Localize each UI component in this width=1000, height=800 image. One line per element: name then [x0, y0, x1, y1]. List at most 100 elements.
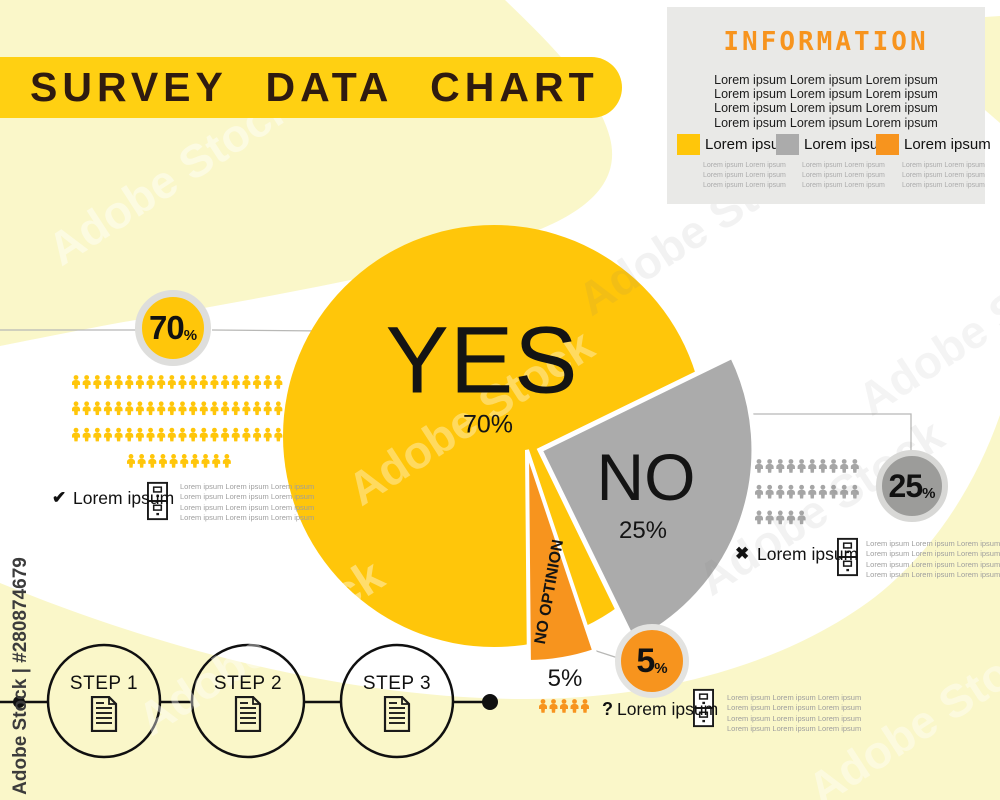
person-icon — [755, 510, 763, 525]
person-icon — [93, 375, 102, 389]
no-annotation-label: Lorem ipsum — [757, 544, 859, 564]
person-icon — [199, 427, 208, 442]
person-icon — [755, 459, 763, 473]
cross-icon: ✖ — [735, 544, 750, 563]
legend-sub-text: Lorem ipsum Lorem ipsum Lorem ipsum Lore… — [703, 161, 786, 190]
person-icon — [221, 375, 230, 389]
person-icon — [82, 427, 91, 442]
person-icon — [190, 454, 199, 468]
person-icon — [840, 459, 849, 473]
person-icon — [231, 427, 240, 442]
legend-item-yes: Lorem ipsum Lorem ipsum Lorem ipsum Lore… — [677, 134, 792, 190]
person-icon — [212, 454, 221, 468]
person-icon — [114, 401, 123, 416]
person-icon — [776, 484, 785, 499]
person-icon — [829, 484, 838, 499]
person-icon — [125, 427, 134, 442]
legend-sub-line: Lorem ipsum Lorem ipsum — [703, 171, 786, 179]
badge-number: 5 — [636, 641, 655, 680]
person-icon — [222, 454, 231, 468]
badge-percent-sign: % — [183, 326, 198, 344]
yes-annotation-label: Lorem ipsum — [73, 488, 175, 508]
pie-chart — [283, 225, 757, 665]
steps-end-dot — [482, 694, 498, 710]
person-icon — [72, 401, 80, 416]
information-body-line: Lorem ipsum Lorem ipsum Lorem ipsum — [714, 115, 938, 130]
person-icon — [146, 427, 155, 442]
person-icon — [797, 459, 806, 473]
person-icon — [818, 484, 827, 499]
legend-sub-text: Lorem ipsum Lorem ipsum Lorem ipsum Lore… — [902, 161, 985, 190]
person-icon — [189, 401, 198, 416]
note-line: Lorem ipsum Lorem ipsum Lorem ipsum — [866, 539, 1000, 548]
person-icon — [137, 454, 146, 468]
person-icon — [103, 427, 112, 442]
legend-item-no-opinion: Lorem ipsum Lorem ipsum Lorem ipsum Lore… — [876, 134, 991, 190]
person-icon — [797, 484, 806, 499]
connector-no — [748, 413, 912, 451]
note-line: Lorem ipsum Lorem ipsum Lorem ipsum — [866, 549, 1000, 559]
pie-pct-yes: 70% — [462, 410, 514, 439]
person-icon — [808, 459, 817, 473]
person-icon — [93, 427, 102, 442]
note-line: Lorem ipsum Lorem ipsum Lorem ipsum — [180, 492, 315, 502]
person-icon — [242, 375, 251, 389]
person-icon — [210, 401, 219, 416]
person-icon — [114, 427, 123, 442]
person-icon — [180, 454, 189, 468]
person-icon — [242, 427, 251, 442]
person-icon — [135, 401, 144, 416]
person-icon — [199, 401, 208, 416]
badge-percent-sign: % — [922, 484, 936, 502]
legend-sub-line: Lorem ipsum Lorem ipsum — [902, 162, 985, 169]
person-icon — [148, 454, 157, 468]
person-icon — [231, 375, 240, 389]
pie-slice-no — [536, 352, 757, 646]
person-icon — [135, 427, 144, 442]
person-icon — [201, 454, 210, 468]
yes-note-text: Lorem ipsum Lorem ipsum Lorem ipsum Lore… — [180, 482, 314, 524]
person-icon — [167, 401, 176, 416]
person-icon — [178, 427, 187, 442]
person-icon — [242, 401, 251, 416]
connector-yes-right — [211, 329, 327, 332]
steps-start-dot — [13, 696, 25, 708]
note-line: Lorem ipsum Lorem ipsum Lorem ipsum — [180, 513, 315, 523]
title-banner: SURVEY DATA CHART — [0, 57, 622, 118]
person-icon — [210, 375, 219, 389]
step-circle-2 — [190, 643, 306, 759]
person-icon — [263, 401, 272, 416]
legend-swatch-orange — [876, 134, 899, 155]
legend-sub-line: Lorem ipsum Lorem ipsum — [802, 171, 885, 179]
pie-pct-no: 25% — [618, 517, 668, 544]
note-line: Lorem ipsum Lorem ipsum Lorem ipsum — [727, 713, 862, 723]
person-icon — [93, 401, 102, 416]
person-icon — [72, 375, 80, 389]
badge-number: 25 — [888, 467, 924, 504]
person-icon — [786, 484, 795, 499]
person-icon — [125, 401, 134, 416]
person-icon — [146, 401, 155, 416]
person-icon — [158, 454, 167, 468]
person-icon — [253, 427, 262, 442]
person-icon — [157, 375, 166, 389]
person-icon — [189, 427, 198, 442]
pie-label-no: NO — [596, 440, 696, 514]
person-icon — [253, 375, 262, 389]
person-icon — [850, 459, 859, 473]
information-body-line: Lorem ipsum Lorem ipsum Lorem ipsum — [714, 87, 938, 102]
badge-number: 70 — [148, 309, 185, 346]
legend-swatch-gray — [776, 134, 799, 155]
legend-sub-line: Lorem ipsum Lorem ipsum — [902, 181, 985, 189]
question-mark-icon: ? — [602, 699, 613, 719]
person-icon — [157, 427, 166, 442]
no-opinion-note-text: Lorem ipsum Lorem ipsum Lorem ipsum Lore… — [727, 693, 861, 735]
person-icon — [765, 484, 774, 499]
legend-sub-line: Lorem ipsum Lorem ipsum — [902, 171, 985, 179]
information-body-line: Lorem ipsum Lorem ipsum Lorem ipsum — [714, 73, 938, 87]
step-3-label: STEP 3 — [362, 673, 432, 694]
badge-percent-sign: % — [654, 659, 668, 677]
person-icon — [127, 454, 135, 468]
person-icon — [146, 375, 155, 389]
